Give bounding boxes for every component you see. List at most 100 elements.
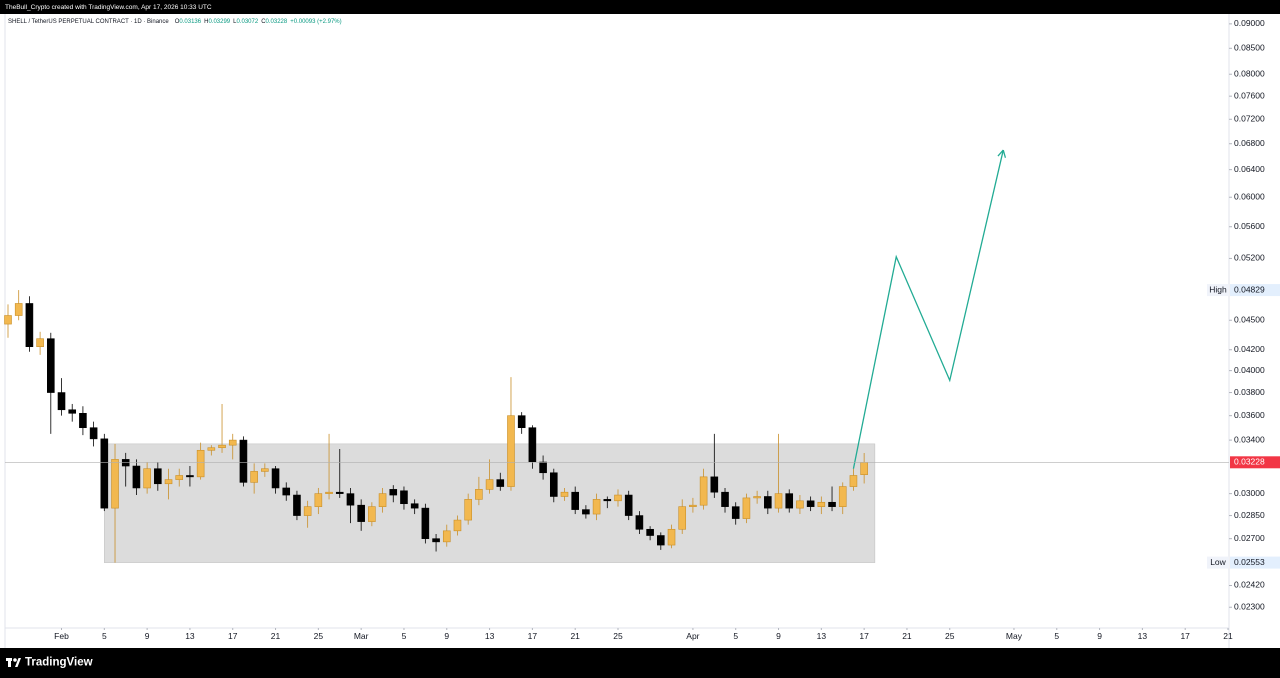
x-tick-label: 17 bbox=[228, 631, 238, 641]
y-tick-label: 0.02300 bbox=[1234, 601, 1265, 611]
candle-body bbox=[496, 479, 505, 487]
candle-body bbox=[68, 409, 77, 414]
y-tick-label: 0.03000 bbox=[1234, 488, 1265, 498]
y-tick-label: 0.09000 bbox=[1234, 18, 1265, 28]
logo-part bbox=[8, 658, 11, 667]
candle-body bbox=[571, 491, 579, 510]
legend-value: 0.03072 bbox=[237, 19, 259, 25]
legend-value: 0.03299 bbox=[208, 19, 230, 25]
candle-body bbox=[560, 491, 569, 497]
price-tag-name: Low bbox=[1210, 557, 1226, 567]
candle-body bbox=[121, 459, 130, 467]
last-price-box bbox=[1230, 456, 1280, 469]
candle-body bbox=[218, 444, 226, 449]
candle-body bbox=[239, 439, 248, 483]
footer bbox=[0, 648, 1280, 678]
y-tick-label: 0.08500 bbox=[1234, 43, 1265, 53]
candle-body bbox=[453, 519, 462, 532]
x-tick-label: 9 bbox=[776, 631, 781, 641]
candle-body bbox=[4, 315, 12, 325]
y-tick-label: 0.06400 bbox=[1234, 164, 1265, 174]
y-tick-label: 0.07200 bbox=[1234, 114, 1265, 124]
legend-value: 0.03228 bbox=[266, 19, 288, 25]
x-tick-label: Feb bbox=[54, 631, 69, 641]
candle-body bbox=[507, 415, 515, 487]
candle-body bbox=[764, 496, 772, 509]
candle-body bbox=[592, 499, 601, 515]
candle-body bbox=[442, 530, 451, 543]
y-tick-label: 0.04500 bbox=[1234, 315, 1265, 325]
candle-body bbox=[774, 493, 783, 509]
projection-arrowhead bbox=[997, 149, 1004, 157]
candle-body bbox=[14, 303, 23, 316]
candle-body bbox=[624, 494, 633, 516]
x-tick-label: 25 bbox=[613, 631, 623, 641]
candle-body bbox=[549, 472, 558, 497]
candle-body bbox=[464, 499, 472, 521]
candle-body bbox=[196, 449, 205, 478]
x-tick-label: 9 bbox=[1097, 631, 1102, 641]
x-tick-label: 5 bbox=[402, 631, 407, 641]
x-tick-label: 13 bbox=[185, 631, 195, 641]
candle-body bbox=[817, 501, 826, 507]
candle-body bbox=[731, 506, 740, 519]
candle-body bbox=[742, 497, 751, 519]
candle-body bbox=[710, 476, 719, 493]
candle-body bbox=[207, 447, 216, 451]
x-tick-label: 21 bbox=[1223, 631, 1233, 641]
legend-key: L bbox=[233, 19, 237, 25]
y-tick-label: 0.06800 bbox=[1234, 138, 1265, 148]
candle-body bbox=[614, 494, 622, 502]
logo-part bbox=[15, 658, 21, 667]
last-price-label: 0.03228 bbox=[1234, 457, 1265, 467]
y-tick-label: 0.08000 bbox=[1234, 68, 1265, 78]
candle-body bbox=[335, 491, 344, 494]
candle-body bbox=[796, 500, 804, 509]
candle-body bbox=[154, 468, 162, 485]
x-tick-label: 9 bbox=[444, 631, 449, 641]
y-tick-label: 0.03600 bbox=[1234, 410, 1265, 420]
candle-body bbox=[539, 461, 547, 474]
candle-body bbox=[603, 499, 612, 502]
candle-body bbox=[475, 489, 483, 500]
x-tick-label: 13 bbox=[485, 631, 495, 641]
candle-body bbox=[699, 476, 708, 506]
legend-key: H bbox=[204, 19, 208, 25]
candle-body bbox=[228, 439, 237, 446]
y-tick-label: 0.07600 bbox=[1234, 90, 1265, 100]
candle-body bbox=[657, 535, 665, 546]
projection-line bbox=[852, 149, 1004, 469]
candle-body bbox=[89, 427, 98, 440]
candle-body bbox=[47, 338, 55, 393]
legend-change: +0.00093 (+2.97%) bbox=[290, 19, 341, 25]
candle-body bbox=[667, 528, 676, 546]
candle-body bbox=[400, 490, 408, 505]
candle-body bbox=[378, 493, 387, 507]
candle-body bbox=[143, 468, 151, 489]
candle-body bbox=[689, 504, 697, 507]
y-tick-label: 0.04200 bbox=[1234, 344, 1265, 354]
candle-body bbox=[785, 493, 794, 509]
candle-body bbox=[421, 507, 430, 539]
candle-body bbox=[346, 493, 355, 506]
projection-arrowhead bbox=[1002, 149, 1007, 158]
candle-body bbox=[860, 462, 868, 475]
candle-body bbox=[282, 487, 291, 496]
candle-body bbox=[57, 392, 66, 411]
y-tick-label: 0.03400 bbox=[1234, 434, 1265, 444]
candle-body bbox=[517, 415, 526, 429]
candle-body bbox=[314, 493, 323, 507]
candle-body bbox=[646, 528, 654, 536]
y-tick-label: 0.02850 bbox=[1234, 510, 1265, 520]
legend-key: C bbox=[261, 19, 266, 25]
candle-body bbox=[111, 459, 119, 509]
candle-body bbox=[175, 475, 184, 480]
x-tick-label: 17 bbox=[859, 631, 869, 641]
x-tick-label: 13 bbox=[817, 631, 827, 641]
candle-body bbox=[849, 475, 858, 487]
x-tick-label: 5 bbox=[102, 631, 107, 641]
candle-body bbox=[389, 489, 398, 496]
candle-body bbox=[838, 486, 847, 507]
